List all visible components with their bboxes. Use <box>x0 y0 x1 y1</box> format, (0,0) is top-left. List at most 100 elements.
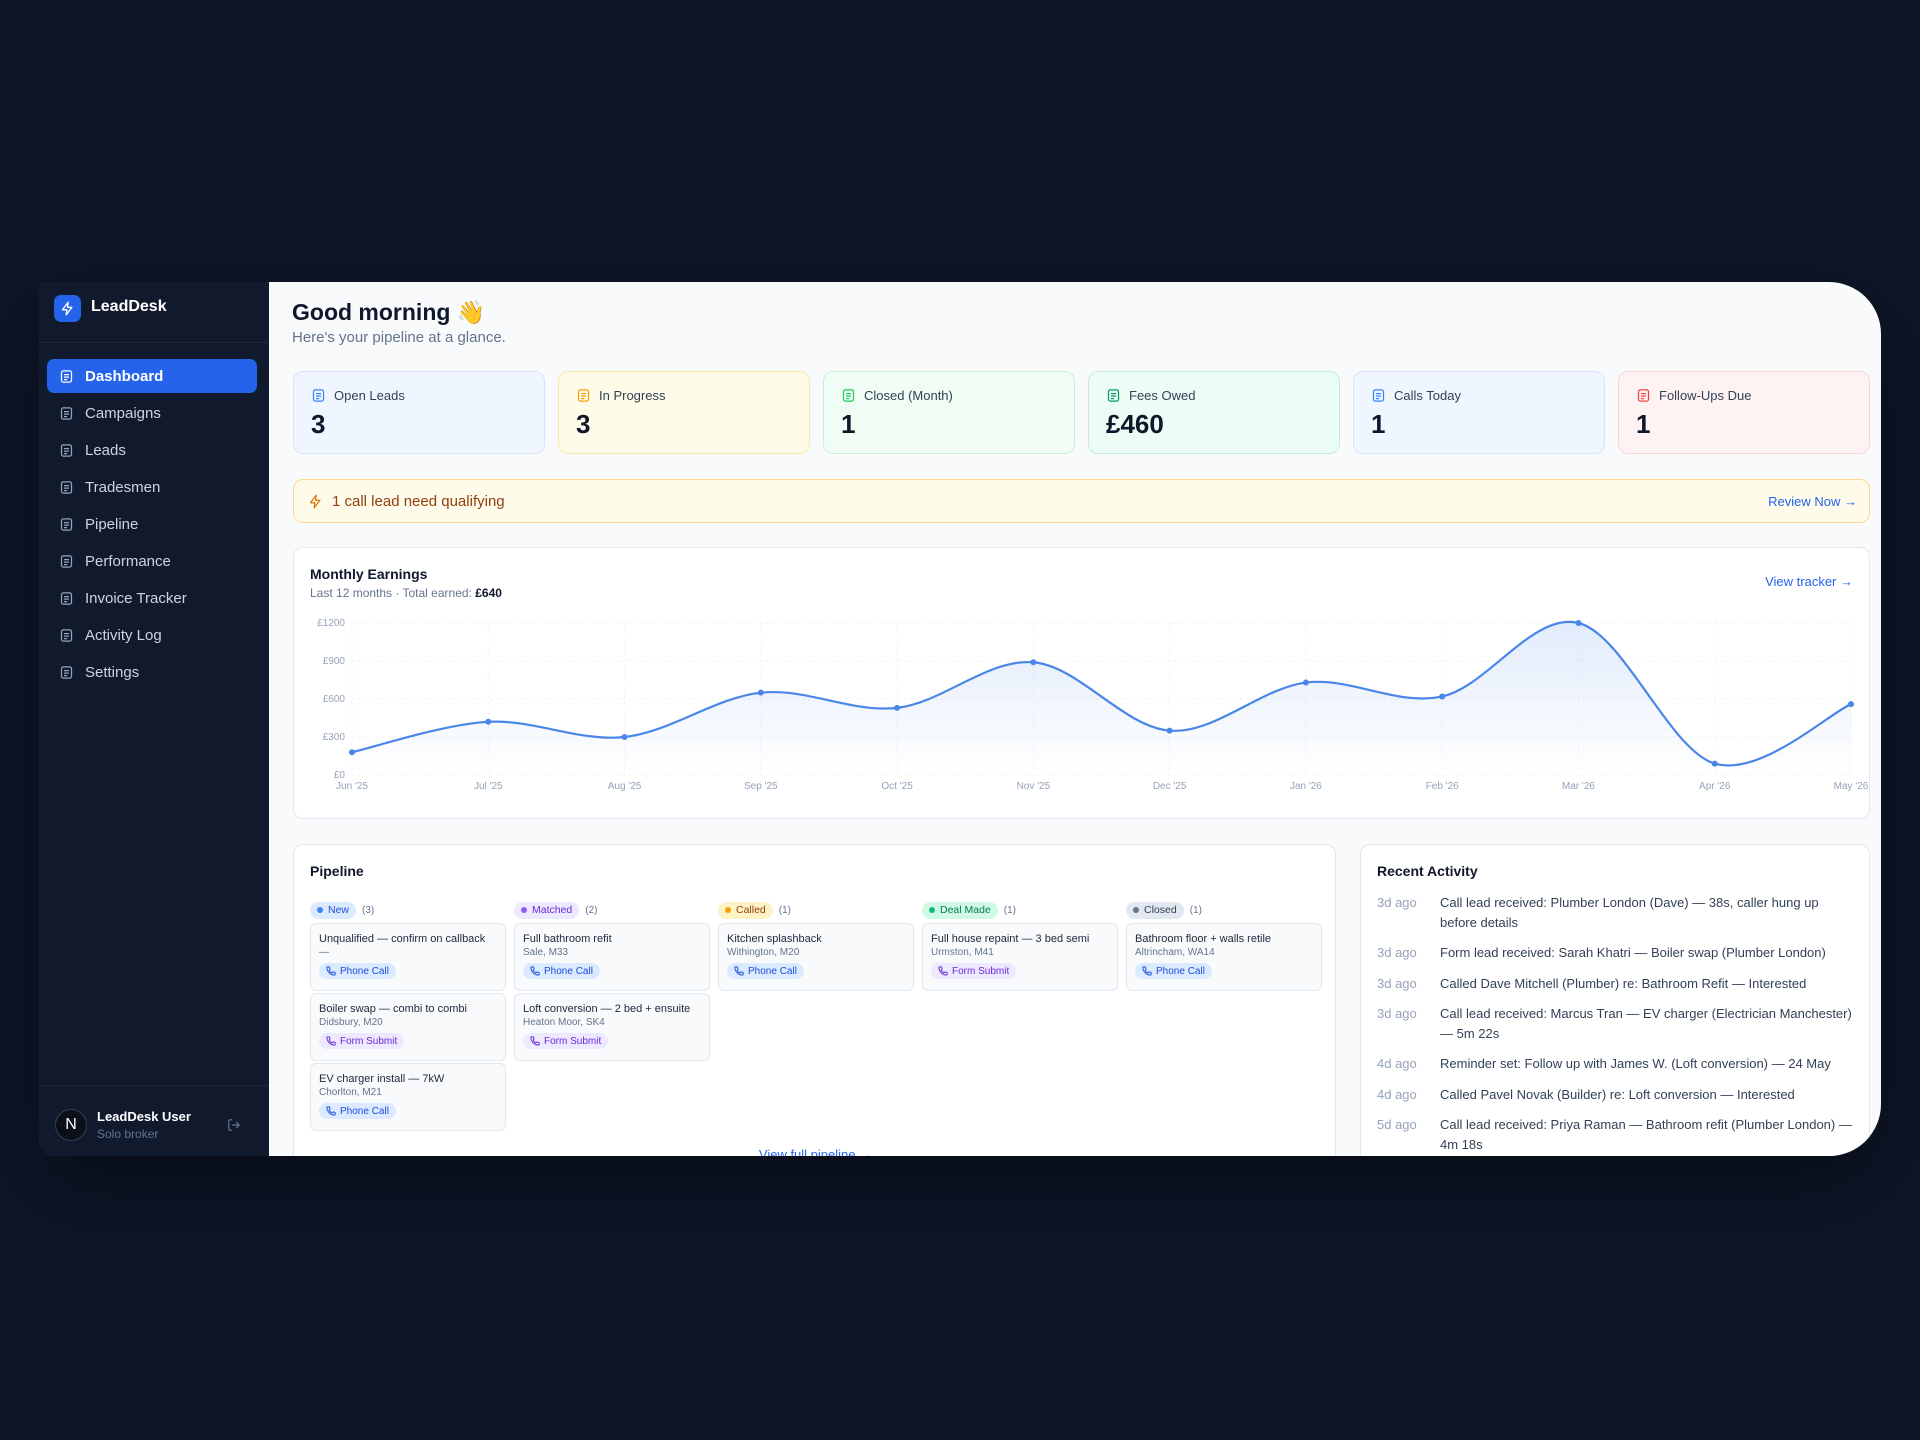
column-header: New (3) <box>310 899 506 921</box>
status-count: (1) <box>1189 904 1202 916</box>
nav-label: Activity Log <box>85 626 162 644</box>
activity-time: 3d ago <box>1377 945 1417 960</box>
lead-card[interactable]: Unqualified — confirm on callback — Phone … <box>310 923 506 991</box>
source-tag: Form Submit <box>523 1033 609 1049</box>
activity-text: Call lead received: Marcus Tran — EV cha… <box>1440 1006 1852 1041</box>
nav-item[interactable]: Tradesmen <box>47 470 257 504</box>
status-badge: Called <box>718 901 773 919</box>
nav-label: Pipeline <box>85 515 139 533</box>
nav-item[interactable]: Performance <box>47 544 257 578</box>
stat-label: Calls Today <box>1394 388 1461 403</box>
total: £640 <box>475 586 502 600</box>
icon <box>1637 389 1650 402</box>
pipeline-column: New (3) Unqualified — confirm on callback —… <box>310 899 506 1133</box>
pipeline-column: Deal Made (1) Full house repaint — 3 bed s… <box>922 899 1118 1133</box>
activity-time: 5d ago <box>1377 1117 1417 1132</box>
review-link[interactable]: Review Now → <box>1768 493 1857 509</box>
icon <box>60 443 73 457</box>
chart: £0 £300 £600 £900 £1200 Jun '25 Jul '25 Aug '25… <box>317 618 1869 792</box>
lead-location: Heaton Moor, SK4 <box>523 1017 605 1028</box>
divider <box>39 342 269 343</box>
icon <box>60 665 73 679</box>
lead-title: Full bathroom refit <box>523 933 612 945</box>
stat-label-row: Open Leads <box>311 388 405 403</box>
lead-title: EV charger install — 7kW <box>319 1073 445 1085</box>
user-name: LeadDesk User <box>97 1109 191 1124</box>
lead-location: Didsbury, M20 <box>319 1017 383 1028</box>
pipeline-column: Matched (2) Full bathroom refit Sale, M33 Ph… <box>514 899 710 1133</box>
lead-title: Kitchen splashback <box>727 933 822 945</box>
nav-item[interactable]: Invoice Tracker <box>47 581 257 615</box>
lead-card[interactable]: Full bathroom refit Sale, M33 Phone Call <box>514 923 710 991</box>
chart-subtitle: Last 12 months · Total earned: £640 <box>310 586 502 600</box>
lead-card[interactable]: Loft conversion — 2 bed + ensuite Heaton … <box>514 993 710 1061</box>
source-label: Form Submit <box>340 1035 398 1047</box>
stat-card: Fees Owed £460 <box>1088 371 1340 454</box>
icon <box>1372 389 1385 402</box>
pipeline-column: Closed (1) Bathroom floor + walls retile Al… <box>1126 899 1322 1133</box>
source-tag: Form Submit <box>319 1033 405 1049</box>
pipeline-columns: New (3) Unqualified — confirm on callback —… <box>310 899 1322 1133</box>
stat-label: Follow-Ups Due <box>1659 388 1752 403</box>
point <box>349 749 355 756</box>
pipeline-link[interactable]: View full pipeline → <box>758 1147 873 1156</box>
icon <box>60 480 73 494</box>
icon <box>60 554 73 568</box>
pipeline-card: Pipeline New (3) Unqualified — confirm on … <box>293 844 1336 1156</box>
status-count: (3) <box>362 904 375 916</box>
point <box>1302 679 1309 686</box>
point <box>1166 727 1173 734</box>
pipeline-column: Called (1) Kitchen splashback Withington, M… <box>718 899 914 1133</box>
nav-item[interactable]: Settings <box>47 655 257 689</box>
source-label: Form Submit <box>544 1035 602 1047</box>
icon <box>60 591 73 605</box>
user-role: Solo broker <box>97 1127 159 1141</box>
status-name: Closed <box>1144 904 1177 916</box>
nav-label: Tradesmen <box>85 478 161 496</box>
source-label: Phone Call <box>1156 965 1205 977</box>
activity-text: Call lead received: Plumber London (Dave… <box>1440 895 1819 930</box>
stat-value: 3 <box>311 409 326 439</box>
lead-card[interactable]: Kitchen splashback Withington, M20 Phone C… <box>718 923 914 991</box>
lead-card[interactable]: Full house repaint — 3 bed semi Urmston, … <box>922 923 1118 991</box>
brand: LeadDesk <box>91 298 167 315</box>
lead-card[interactable]: Boiler swap — combi to combi Didsbury, M2… <box>310 993 506 1061</box>
nav: Dashboard Campaigns Leads Tradesmen Pipeline… <box>47 359 257 692</box>
x-tick-label: Feb '26 <box>1426 781 1459 792</box>
nav-item[interactable]: Dashboard <box>47 359 257 393</box>
y-tick-label: £300 <box>323 732 346 743</box>
status-name: Deal Made <box>940 904 991 916</box>
lead-location: Altrincham, WA14 <box>1135 947 1215 958</box>
icon <box>842 389 855 402</box>
nav-label: Performance <box>85 552 171 570</box>
logout[interactable] <box>227 1118 241 1132</box>
x-tick-label: Oct '25 <box>881 781 913 792</box>
nav-item[interactable]: Activity Log <box>47 618 257 652</box>
activity-item: 4d ago Reminder set: Follow up with James… <box>1377 1054 1867 1074</box>
x-tick-label: Nov '25 <box>1017 781 1051 792</box>
activity-item: 3d ago Form lead received: Sarah Khatri —… <box>1377 943 1867 963</box>
y-tick-label: £0 <box>334 770 346 781</box>
stat-label: In Progress <box>599 388 666 403</box>
status-count: (1) <box>778 904 792 916</box>
activity-time: 3d ago <box>1377 895 1417 910</box>
lead-card[interactable]: Bathroom floor + walls retile Altrincham,… <box>1126 923 1322 991</box>
lead-title: Boiler swap — combi to combi <box>319 1003 467 1015</box>
nav-item[interactable]: Pipeline <box>47 507 257 541</box>
x-tick-label: May '26 <box>1834 781 1869 792</box>
activity-card: Recent Activity 3d ago Call lead received… <box>1360 844 1870 1156</box>
tracker-link[interactable]: View tracker → <box>1765 574 1853 589</box>
icon <box>60 628 73 642</box>
lead-title: Loft conversion — 2 bed + ensuite <box>523 1003 691 1015</box>
nav-item[interactable]: Leads <box>47 433 257 467</box>
stat-label: Closed (Month) <box>864 388 953 403</box>
x-tick-label: Jun '25 <box>336 781 368 792</box>
icon <box>577 389 590 402</box>
stat-label-row: Closed (Month) <box>841 388 953 403</box>
nav-item[interactable]: Campaigns <box>47 396 257 430</box>
lead-card[interactable]: EV charger install — 7kW Chorlton, M21 Pho… <box>310 1063 506 1131</box>
source-label: Phone Call <box>544 965 593 977</box>
x-tick-label: Sep '25 <box>744 781 778 792</box>
stat-value: £460 <box>1106 409 1164 439</box>
